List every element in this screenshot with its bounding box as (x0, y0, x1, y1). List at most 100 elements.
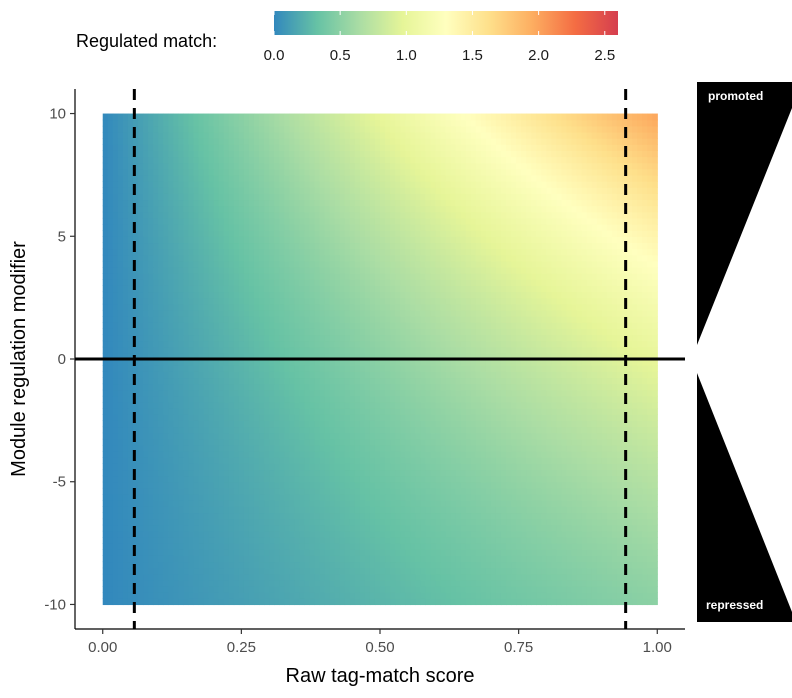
heatmap-cell (430, 451, 437, 458)
heatmap-cell (390, 530, 396, 538)
heatmap-cell (319, 328, 326, 336)
heatmap-cell (223, 536, 230, 544)
heatmap-cell (264, 438, 270, 446)
heatmap-cell (460, 530, 467, 538)
heatmap-cell (112, 383, 119, 391)
heatmap-cell (480, 487, 487, 495)
heatmap-cell (143, 549, 149, 556)
heatmap-cell (294, 457, 300, 464)
heatmap-cell (163, 549, 169, 556)
heatmap-cell (314, 420, 321, 428)
heatmap-cell (606, 598, 613, 606)
heatmap-cell (581, 346, 588, 354)
heatmap-cell (460, 383, 467, 391)
heatmap-cell (506, 408, 512, 415)
heatmap-cell (405, 512, 411, 520)
heatmap-cell (516, 567, 522, 575)
heatmap-cell (516, 598, 522, 606)
heatmap-cell (495, 475, 502, 483)
heatmap-cell (148, 451, 154, 458)
heatmap-cell (541, 340, 547, 348)
heatmap-cell (269, 457, 275, 464)
heatmap-cell (354, 426, 361, 434)
heatmap-cell (238, 518, 245, 526)
heatmap-cell (611, 500, 618, 507)
heatmap-cell (329, 598, 336, 606)
heatmap-cell (490, 420, 497, 428)
heatmap-cell (647, 506, 653, 514)
heatmap-cell (248, 420, 255, 428)
heatmap-cell (188, 457, 195, 464)
heatmap-cell (460, 401, 467, 409)
heatmap-cell (243, 536, 250, 544)
heatmap-cell (445, 463, 452, 471)
heatmap-cell (193, 401, 200, 409)
heatmap-cell (627, 481, 633, 489)
heatmap-cell (284, 500, 290, 507)
heatmap-cell (395, 543, 401, 550)
heatmap-cell (153, 432, 159, 440)
heatmap-cell (546, 561, 553, 569)
heatmap-cell (591, 543, 598, 550)
heatmap-cell (339, 451, 346, 458)
heatmap-cell (274, 573, 280, 581)
heatmap-cell (390, 555, 396, 563)
heatmap-cell (395, 432, 401, 440)
heatmap-cell (188, 506, 195, 514)
heatmap-cell (319, 592, 326, 599)
heatmap-cell (627, 420, 633, 428)
heatmap-cell (329, 365, 336, 372)
heatmap-cell (450, 383, 457, 391)
heatmap-cell (500, 395, 507, 403)
heatmap-cell (526, 598, 532, 606)
heatmap-cell (526, 536, 532, 544)
heatmap-cell (153, 414, 159, 421)
heatmap-cell (193, 334, 200, 342)
heatmap-cell (369, 340, 376, 348)
heatmap-cell (374, 463, 381, 471)
heatmap-cell (581, 543, 588, 550)
heatmap-cell (193, 377, 200, 385)
heatmap-cell (143, 530, 149, 538)
heatmap-cell (248, 340, 255, 348)
heatmap-cell (274, 359, 280, 366)
heatmap-cell (632, 506, 638, 514)
heatmap-cell (420, 395, 426, 403)
heatmap-cell (284, 555, 290, 563)
heatmap-cell (329, 530, 336, 538)
heatmap-cell (450, 438, 457, 446)
heatmap-cell (158, 444, 164, 452)
heatmap-cell (122, 322, 129, 329)
heatmap-cell (642, 561, 648, 569)
heatmap-cell (566, 530, 573, 538)
heatmap-cell (339, 555, 346, 563)
heatmap-cell (107, 555, 114, 563)
heatmap-cell (606, 524, 613, 532)
heatmap-cell (183, 506, 190, 514)
heatmap-cell (616, 334, 623, 342)
heatmap-cell (218, 506, 225, 514)
heatmap-cell (339, 377, 346, 385)
heatmap-cell (269, 518, 275, 526)
heatmap-cell (470, 487, 477, 495)
heatmap-cell (309, 598, 316, 606)
heatmap-cell (591, 524, 598, 532)
heatmap-cell (616, 567, 623, 575)
heatmap-cell (228, 469, 235, 477)
heatmap-cell (173, 444, 179, 452)
heatmap-cell (218, 561, 225, 569)
heatmap-cell (561, 451, 568, 458)
heatmap-cell (581, 592, 588, 599)
heatmap-cell (364, 586, 371, 593)
heatmap-cell (143, 524, 149, 532)
heatmap-cell (637, 451, 643, 458)
heatmap-cell (127, 352, 134, 360)
heatmap-cell (168, 457, 174, 464)
heatmap-cell (601, 389, 608, 397)
heatmap-cell (304, 352, 311, 360)
heatmap-cell (127, 506, 134, 514)
heatmap-cell (309, 536, 316, 544)
heatmap-cell (500, 586, 507, 593)
heatmap-cell (284, 432, 290, 440)
heatmap-cell (606, 438, 613, 446)
